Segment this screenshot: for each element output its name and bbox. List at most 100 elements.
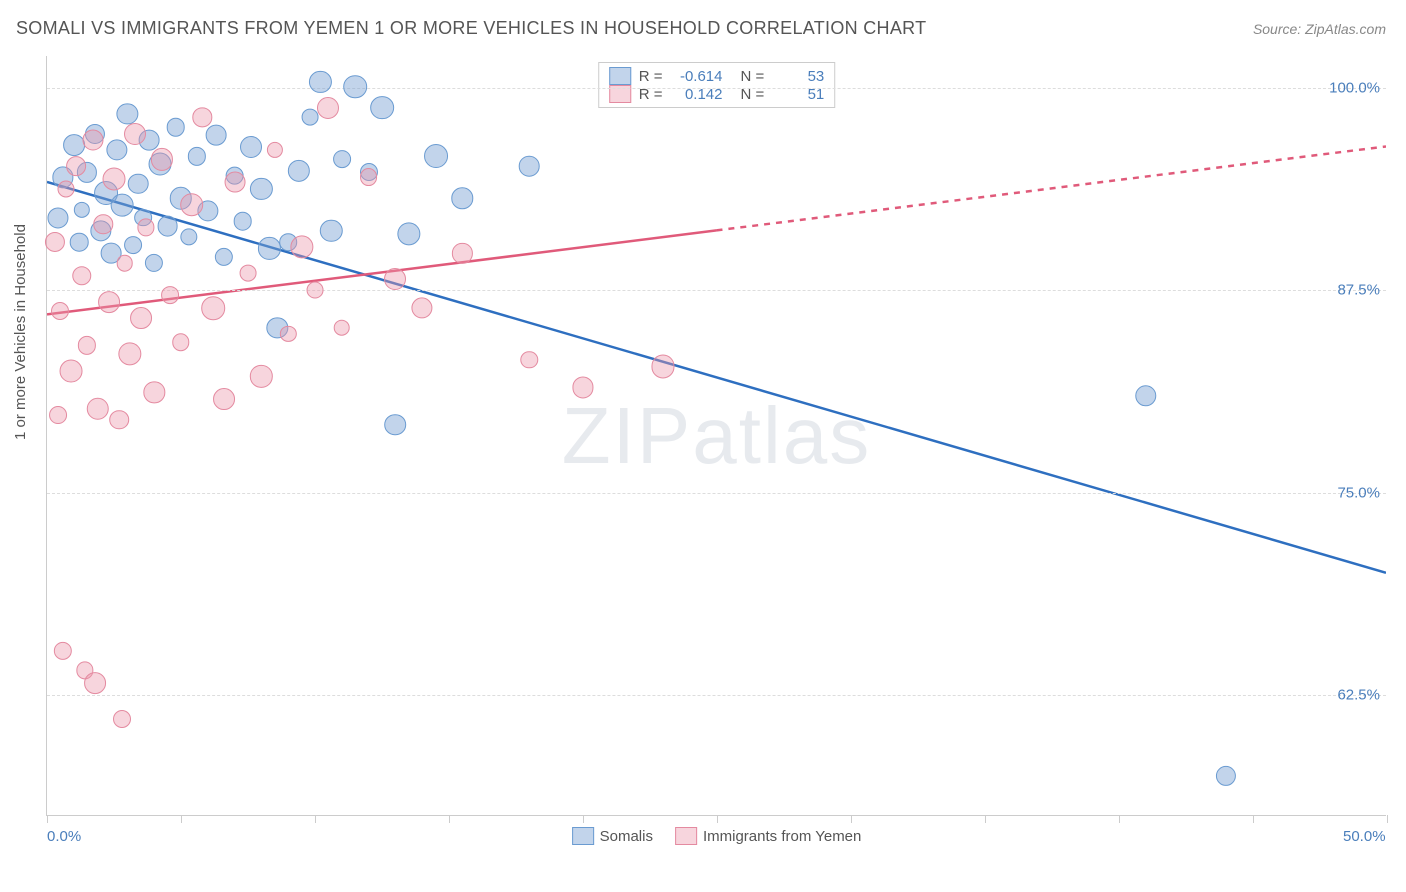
x-tick [47,815,48,823]
data-point [124,236,142,254]
data-point [49,406,67,424]
data-point [250,177,272,199]
y-tick-label: 62.5% [1337,686,1380,703]
data-point [106,139,127,160]
data-point [240,136,262,158]
data-point [130,307,152,329]
y-axis-label: 1 or more Vehicles in Household [12,224,29,440]
chart-header: SOMALI VS IMMIGRANTS FROM YEMEN 1 OR MOR… [0,0,1406,47]
gridline [47,290,1386,291]
data-point [113,710,131,728]
data-point [521,351,538,368]
data-point [110,410,130,430]
data-point [172,333,189,350]
data-point [138,219,155,236]
x-tick [315,815,316,823]
data-point [161,286,179,304]
data-point [205,125,226,146]
legend-label: Somalis [600,828,653,845]
data-point [72,266,91,285]
legend-swatch [572,827,594,845]
data-point [67,156,87,176]
data-point [54,642,72,660]
data-point [82,130,103,151]
data-point [145,254,163,272]
data-point [116,255,133,272]
r-value: -0.614 [671,68,723,85]
data-point [360,168,378,186]
series-legend: Somalis Immigrants from Yemen [572,827,862,845]
data-point [45,232,65,252]
data-point [397,222,420,245]
data-point [157,215,178,236]
n-label: N = [741,68,765,85]
data-point [333,151,351,169]
data-point [118,342,141,365]
data-point [320,219,342,241]
data-point [60,360,83,383]
y-tick-label: 100.0% [1329,80,1380,97]
data-point [267,142,283,158]
data-point [47,207,68,228]
trend-lines [47,56,1386,815]
legend-item: Immigrants from Yemen [675,827,861,845]
x-tick [1253,815,1254,823]
data-point [144,382,165,403]
data-point [128,173,149,194]
watermark: ZIPatlas [562,390,871,482]
data-point [384,268,406,290]
data-point [74,201,90,217]
data-point [317,97,339,119]
x-tick [181,815,182,823]
data-point [124,123,146,145]
data-point [412,298,433,319]
data-point [343,75,367,99]
data-point [572,377,593,398]
data-point [70,233,89,252]
data-point [452,188,473,209]
data-point [201,296,225,320]
data-point [288,160,310,182]
n-value: 53 [772,68,824,85]
data-point [84,672,106,694]
data-point [57,180,74,197]
data-point [290,235,313,258]
data-point [258,237,280,259]
stats-legend-row: R = -0.614 N = 53 [609,67,825,85]
x-tick [1387,815,1388,823]
data-point [188,147,206,165]
data-point [280,326,296,342]
data-point [519,156,540,177]
r-label: R = [639,68,663,85]
data-point [385,414,407,436]
data-point [224,172,245,193]
gridline [47,695,1386,696]
data-point [78,336,96,354]
legend-swatch [675,827,697,845]
data-point [652,355,675,378]
data-point [309,71,331,93]
data-point [193,108,212,127]
data-point [180,193,204,217]
legend-item: Somalis [572,827,653,845]
data-point [103,167,126,190]
stats-legend: R =-0.614N =53R =0.142N =51 [598,62,836,108]
chart-source: Source: ZipAtlas.com [1253,21,1386,37]
scatter-chart: ZIPatlas R =-0.614N =53R =0.142N =51 Som… [46,56,1386,816]
legend-swatch [609,67,631,85]
chart-title: SOMALI VS IMMIGRANTS FROM YEMEN 1 OR MOR… [16,18,926,39]
data-point [215,247,233,265]
data-point [370,96,394,120]
x-tick [449,815,450,823]
gridline [47,493,1386,494]
x-tick [717,815,718,823]
legend-label: Immigrants from Yemen [703,828,861,845]
data-point [250,365,272,387]
data-point [301,109,318,126]
data-point [1216,765,1236,785]
data-point [233,212,252,231]
x-tick [1119,815,1120,823]
data-point [98,291,120,313]
y-tick-label: 87.5% [1337,282,1380,299]
data-point [334,319,351,336]
